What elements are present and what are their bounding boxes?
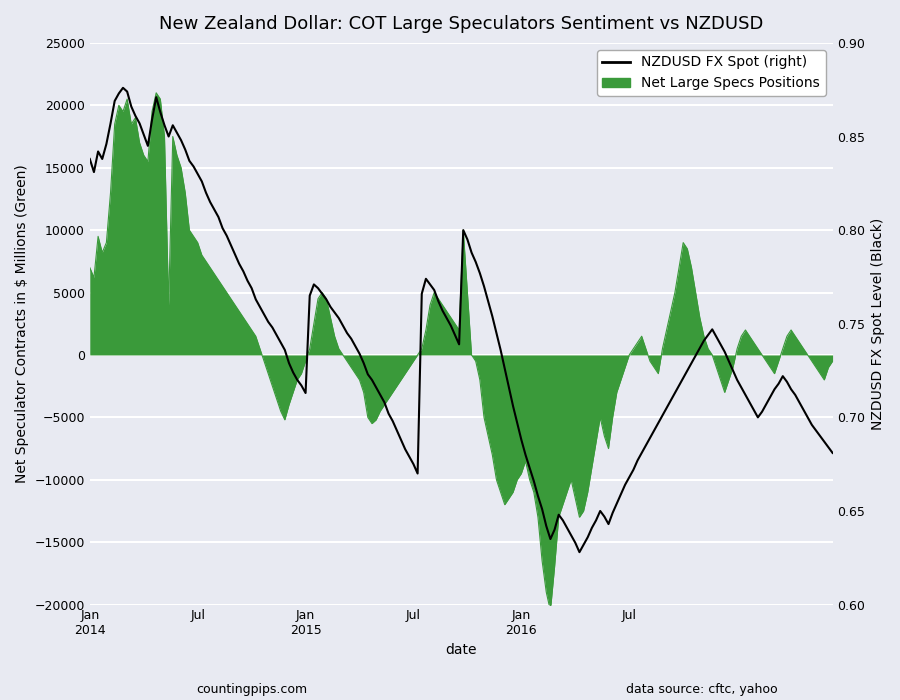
Text: countingpips.com: countingpips.com [196, 683, 308, 696]
Legend: NZDUSD FX Spot (right), Net Large Specs Positions: NZDUSD FX Spot (right), Net Large Specs … [597, 50, 825, 96]
Text: data source: cftc, yahoo: data source: cftc, yahoo [626, 683, 778, 696]
Title: New Zealand Dollar: COT Large Speculators Sentiment vs NZDUSD: New Zealand Dollar: COT Large Speculator… [159, 15, 763, 33]
X-axis label: date: date [446, 643, 477, 657]
Y-axis label: NZDUSD FX Spot Level (Black): NZDUSD FX Spot Level (Black) [871, 218, 885, 430]
Y-axis label: Net Speculator Contracts in $ Millions (Green): Net Speculator Contracts in $ Millions (… [15, 164, 29, 483]
